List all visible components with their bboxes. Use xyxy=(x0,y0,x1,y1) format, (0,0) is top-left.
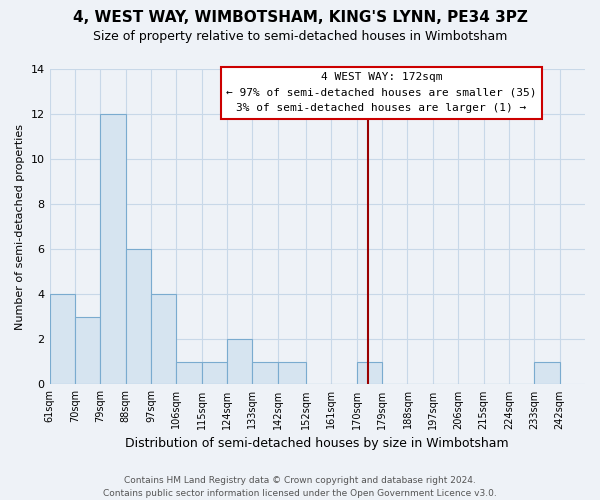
X-axis label: Distribution of semi-detached houses by size in Wimbotsham: Distribution of semi-detached houses by … xyxy=(125,437,509,450)
Text: 4 WEST WAY: 172sqm
← 97% of semi-detached houses are smaller (35)
3% of semi-det: 4 WEST WAY: 172sqm ← 97% of semi-detache… xyxy=(226,72,537,114)
Bar xyxy=(253,362,278,384)
Bar xyxy=(75,317,100,384)
Y-axis label: Number of semi-detached properties: Number of semi-detached properties xyxy=(15,124,25,330)
Bar xyxy=(278,362,306,384)
Bar xyxy=(534,362,560,384)
Text: 4, WEST WAY, WIMBOTSHAM, KING'S LYNN, PE34 3PZ: 4, WEST WAY, WIMBOTSHAM, KING'S LYNN, PE… xyxy=(73,10,527,25)
Bar xyxy=(50,294,75,384)
Bar xyxy=(100,114,125,384)
Bar xyxy=(176,362,202,384)
Text: Size of property relative to semi-detached houses in Wimbotsham: Size of property relative to semi-detach… xyxy=(93,30,507,43)
Bar xyxy=(125,249,151,384)
Text: Contains HM Land Registry data © Crown copyright and database right 2024.
Contai: Contains HM Land Registry data © Crown c… xyxy=(103,476,497,498)
Bar xyxy=(151,294,176,384)
Bar xyxy=(357,362,382,384)
Bar xyxy=(227,340,253,384)
Bar xyxy=(202,362,227,384)
